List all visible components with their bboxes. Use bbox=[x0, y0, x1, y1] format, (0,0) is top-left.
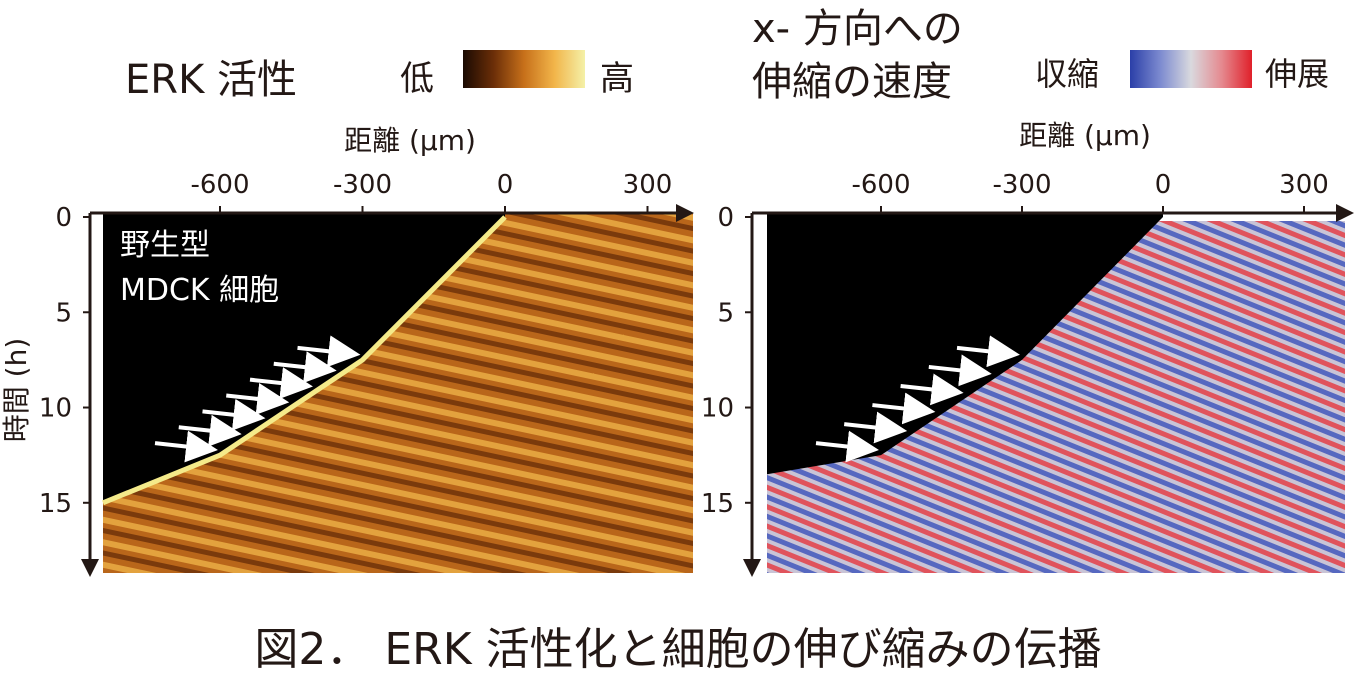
x-tick-label: 0 bbox=[1155, 170, 1172, 200]
erk-title: ERK 活性 bbox=[125, 57, 297, 103]
x-tick-label: 0 bbox=[497, 170, 514, 200]
figure-caption: 図2． ERK 活性化と細胞の伸び縮みの伝播 bbox=[254, 624, 1101, 675]
front-arrow bbox=[226, 383, 290, 415]
front-arrow bbox=[273, 351, 337, 384]
front-arrow bbox=[178, 414, 242, 447]
erk-inset-label-line2: MDCK 細胞 bbox=[120, 273, 279, 308]
erk-arrows bbox=[154, 335, 361, 463]
erk-colorbar bbox=[463, 50, 585, 88]
erk-inset-label-line1: 野生型 bbox=[120, 228, 210, 263]
y-tick-label: 15 bbox=[701, 489, 734, 519]
y-tick-label: 0 bbox=[55, 203, 72, 233]
velocity-panel: x- 方向への 伸縮の速度 収縮 伸展 距離 (μm) -600 -300 0 300… bbox=[701, 6, 1354, 577]
velocity-colorbar-low-label: 収縮 bbox=[1035, 55, 1099, 93]
erk-colorbar-low-label: 低 bbox=[400, 59, 434, 99]
x-tick-label: -300 bbox=[333, 170, 392, 200]
velocity-title-line1: x- 方向への bbox=[752, 6, 963, 52]
y-tick-label: 5 bbox=[717, 298, 734, 328]
velocity-empty-region bbox=[767, 213, 1163, 475]
front-arrow bbox=[249, 367, 313, 399]
erk-yticks: 0 5 10 15 bbox=[39, 203, 90, 519]
front-arrow bbox=[297, 335, 361, 368]
velocity-title-line2: 伸縮の速度 bbox=[752, 59, 952, 105]
erk-migration-front bbox=[102, 215, 507, 506]
x-tick-label: -600 bbox=[190, 170, 249, 200]
front-arrow bbox=[928, 354, 992, 387]
front-arrow bbox=[202, 398, 266, 431]
velocity-plot-area bbox=[767, 213, 1345, 573]
x-tick-label: 300 bbox=[623, 170, 673, 200]
velocity-yticks: 0 5 10 15 bbox=[701, 203, 752, 519]
front-arrow bbox=[815, 430, 879, 463]
velocity-arrows bbox=[815, 335, 1020, 463]
front-arrow bbox=[843, 411, 908, 444]
y-tick-label: 15 bbox=[39, 489, 72, 519]
y-tick-label: 0 bbox=[717, 203, 734, 233]
velocity-xticks: -600 -300 0 300 bbox=[851, 170, 1329, 213]
x-tick-label: -300 bbox=[992, 170, 1051, 200]
erk-plot-area: 野生型 MDCK 細胞 bbox=[102, 213, 693, 573]
y-tick-label: 10 bbox=[701, 394, 734, 424]
y-tick-label: 10 bbox=[39, 394, 72, 424]
y-tick-label: 5 bbox=[55, 298, 72, 328]
erk-xlabel: 距離 (μm) bbox=[344, 124, 476, 157]
x-tick-label: 300 bbox=[1279, 170, 1329, 200]
velocity-colorbar-high-label: 伸展 bbox=[1265, 55, 1329, 93]
erk-colorbar-high-label: 高 bbox=[600, 59, 634, 99]
erk-ylabel: 時間 (h) bbox=[0, 338, 33, 443]
x-tick-label: -600 bbox=[851, 170, 910, 200]
front-arrow bbox=[956, 335, 1020, 368]
erk-xticks: -600 -300 0 300 bbox=[190, 170, 672, 213]
front-arrow bbox=[154, 430, 218, 463]
front-arrow bbox=[872, 392, 936, 425]
velocity-colorbar bbox=[1130, 50, 1252, 88]
erk-panel: ERK 活性 低 高 距離 (μm) -600 -300 0 300 0 5 10 15 時… bbox=[0, 50, 694, 577]
front-arrow bbox=[900, 373, 964, 406]
velocity-xlabel: 距離 (μm) bbox=[1019, 119, 1151, 152]
